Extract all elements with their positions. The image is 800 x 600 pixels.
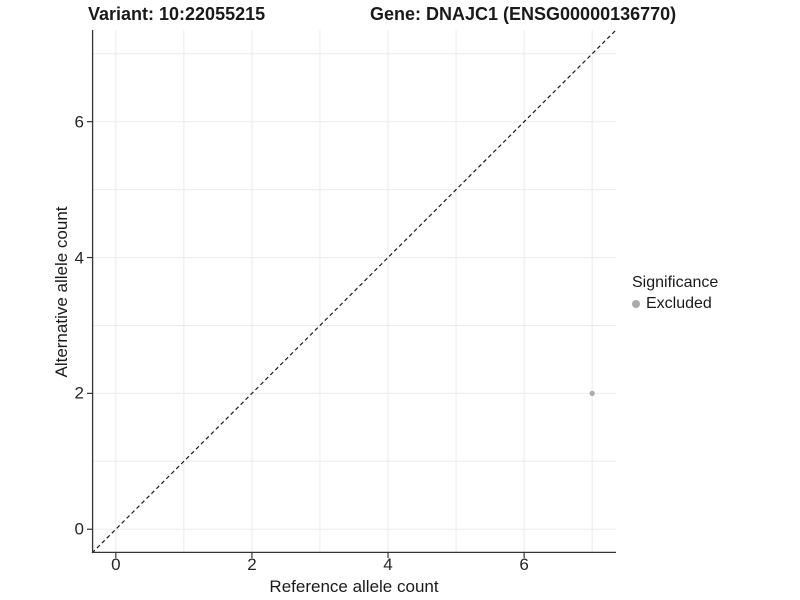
legend-item: Excluded	[632, 295, 718, 313]
legend-point-icon	[632, 300, 640, 308]
y-tick-label: 0	[74, 519, 84, 539]
y-tick-label: 2	[74, 383, 84, 403]
legend-title: Significance	[632, 274, 719, 291]
plot-panel	[87, 29, 617, 558]
x-tick-label: 4	[383, 555, 393, 574]
x-tick-label: 2	[247, 555, 257, 574]
x-tick-label: 6	[519, 555, 529, 574]
y-axis-title: Alternative allele count	[52, 206, 71, 378]
legend-item-label: Excluded	[646, 295, 712, 312]
legend: Significance Excluded	[632, 274, 718, 313]
identity-reference-line	[91, 29, 617, 554]
data-point	[589, 390, 595, 396]
y-tick-label: 6	[74, 112, 84, 132]
x-tick-label: 0	[111, 555, 121, 574]
plot-title-gene: Gene: DNAJC1 (ENSG00000136770)	[370, 4, 677, 24]
x-axis-title: Reference allele count	[269, 577, 439, 596]
plot-title-variant: Variant: 10:22055215	[88, 4, 266, 24]
y-tick-label: 4	[74, 248, 84, 268]
legend-items: Excluded	[632, 295, 718, 313]
